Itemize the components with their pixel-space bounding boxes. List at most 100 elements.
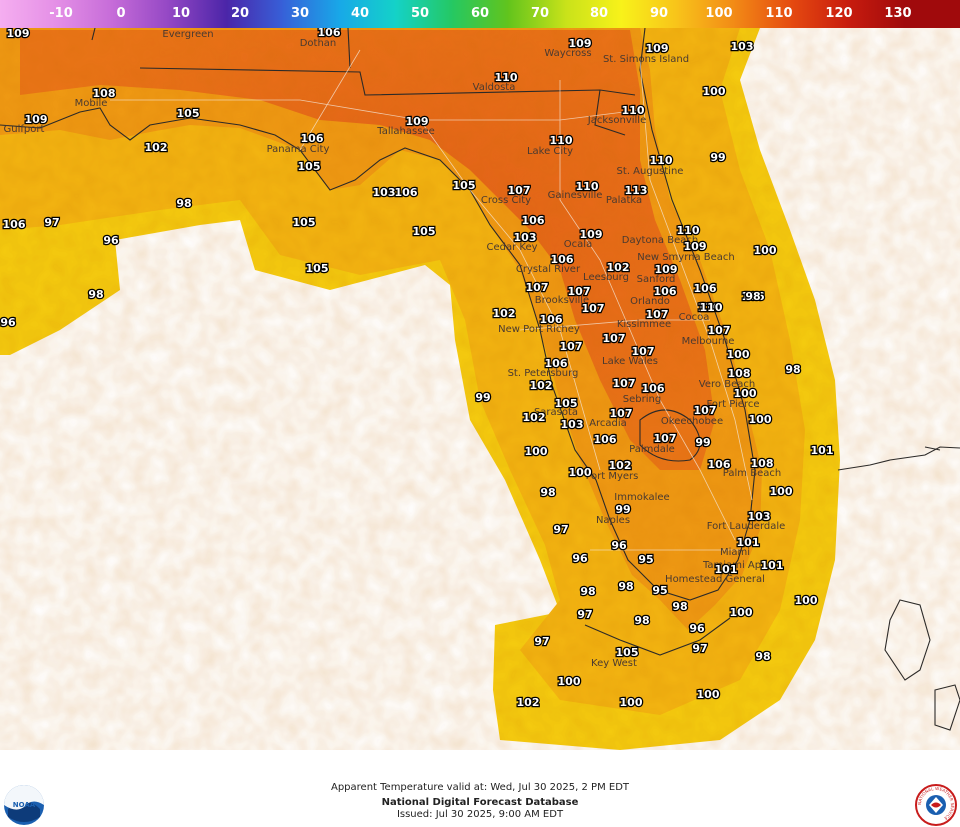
temperature-value: 106 <box>301 132 324 145</box>
temperature-value: 98 <box>745 290 760 303</box>
temperature-value: 102 <box>145 141 168 154</box>
temperature-value: 107 <box>654 432 677 445</box>
temperature-value: 101 <box>715 563 738 576</box>
temperature-value: 109 <box>580 228 603 241</box>
city-label: Fort Myers <box>586 471 639 482</box>
colorbar-segment <box>225 0 284 28</box>
nws-logo[interactable]: NATIONAL WEATHER SERVICE <box>914 783 958 827</box>
temperature-value: 107 <box>610 407 633 420</box>
temperature-value: 102 <box>607 261 630 274</box>
city-label: Miami <box>720 547 750 558</box>
colorbar-tick-label: 70 <box>530 6 550 21</box>
temperature-value: 102 <box>517 696 540 709</box>
city-label: Cedar Key <box>486 242 537 253</box>
city-label: Gainesville <box>548 190 603 201</box>
city-label: Waycross <box>544 48 591 59</box>
temperature-value: 98 <box>176 197 191 210</box>
city-label: Valdosta <box>473 82 516 93</box>
city-label: Palmdale <box>629 444 675 455</box>
temperature-value: 96 <box>103 234 119 247</box>
road-network <box>110 49 753 551</box>
noaa-logo[interactable]: NOAA <box>2 783 46 827</box>
temperature-value: 106 <box>594 433 617 446</box>
temperature-value: 109 <box>684 240 707 253</box>
temperature-value: 95 <box>638 553 653 566</box>
colorbar-segment <box>56 0 114 28</box>
temperature-values: 109 106 109 109 103 110 108 105 109 100 110 106 109 1… <box>0 28 835 710</box>
colorbar-tick-label: 110 <box>765 6 793 21</box>
colorbar-tick-label: 130 <box>884 6 912 21</box>
colorbar-tick-label: 80 <box>589 6 609 21</box>
colorbar-tick-label: 100 <box>705 6 733 21</box>
city-label: Kissimmee <box>617 319 671 330</box>
temperature-value: 97 <box>577 608 592 621</box>
city-label: Dothan <box>300 38 337 49</box>
city-label: Palatka <box>606 195 642 206</box>
temperature-value: 100 <box>749 413 772 426</box>
temperature-value: 109 <box>655 263 678 276</box>
temperature-value: 100 <box>558 675 581 688</box>
temperature-value: 107 <box>560 340 583 353</box>
temperature-value: 110 <box>550 134 573 147</box>
city-label: Evergreen <box>162 29 213 40</box>
city-label: Daytona Beach <box>622 235 698 246</box>
colorbar-tick-label: 90 <box>649 6 669 21</box>
city-label: Orlando <box>630 296 670 307</box>
noaa-logo-text: NOAA <box>13 801 36 809</box>
colorbar-tick-label: -10 <box>49 6 73 21</box>
colorbar-tick-label: 40 <box>350 6 370 21</box>
temperature-value: 106 <box>318 28 341 39</box>
colorbar-segment <box>395 0 453 28</box>
city-label: Palm Beach <box>723 468 781 479</box>
temperature-value: 100 <box>770 485 793 498</box>
temperature-value: 97 <box>534 635 549 648</box>
temperature-value: 99 <box>615 503 630 516</box>
colorbar-segment <box>0 0 58 28</box>
temperature-value: 98 <box>88 288 103 301</box>
temperature-value: 106 <box>3 218 26 231</box>
temperature-value: 100 <box>754 244 777 257</box>
city-label: New Smyrna Beach <box>637 252 735 263</box>
valid-time-label: Apparent Temperature valid at: Wed, Jul … <box>330 782 629 793</box>
temperature-value: 103 <box>748 510 771 523</box>
temperature-value: 106 <box>545 357 568 370</box>
issued-time-label: Issued: Jul 30 2025, 9:00 AM EDT <box>396 809 564 820</box>
city-label: Tamiami Apt <box>702 560 765 571</box>
colorbar-segment <box>112 0 171 28</box>
city-label: Crystal River <box>516 264 581 275</box>
city-label: Lake Wales <box>602 356 658 367</box>
colorbar-tick-label: 120 <box>825 6 853 21</box>
temperature-value: 105 <box>293 216 316 229</box>
city-label: Cross City <box>481 195 531 206</box>
temperature-value: 105 <box>616 646 639 659</box>
city-labels: Evergreen Dothan Waycross St. Simons Island… <box>4 29 786 669</box>
city-label: Fort Lauderdale <box>707 521 786 532</box>
temperature-value: 110 <box>677 224 700 237</box>
temperature-value: 100 <box>569 466 592 479</box>
temperature-value: 103 <box>731 40 754 53</box>
temperature-value: 107 <box>508 184 531 197</box>
temperature-value: 97 <box>44 216 59 229</box>
city-label: Mobile <box>75 98 108 109</box>
temperature-value: 103 <box>373 186 396 199</box>
temperature-value: 109 <box>569 37 592 50</box>
temperature-value: 100 <box>703 85 726 98</box>
temperature-value: 106 <box>522 214 545 227</box>
temperature-value: 100 <box>727 348 750 361</box>
temperature-value: 108 <box>751 457 774 470</box>
temperature-value: 97 <box>692 642 707 655</box>
temperature-value: 110 <box>495 71 518 84</box>
apparent-temperature-map[interactable]: Evergreen Dothan Waycross St. Simons Island… <box>0 28 960 778</box>
temperature-value: 109 <box>646 42 669 55</box>
temperature-value: 95 <box>652 584 667 597</box>
temperature-value: 109 <box>7 28 30 40</box>
city-label: St. Petersburg <box>508 368 579 379</box>
city-label: Gulfport <box>4 124 45 135</box>
city-label: Sebring <box>623 394 661 405</box>
temperature-value: 107 <box>582 302 605 315</box>
city-label: Key West <box>591 658 637 669</box>
temperature-value: 99 <box>475 391 490 404</box>
city-label: Leesburg <box>583 272 629 283</box>
temperature-value: 107 <box>694 404 717 417</box>
colorbar-segment <box>169 0 227 28</box>
